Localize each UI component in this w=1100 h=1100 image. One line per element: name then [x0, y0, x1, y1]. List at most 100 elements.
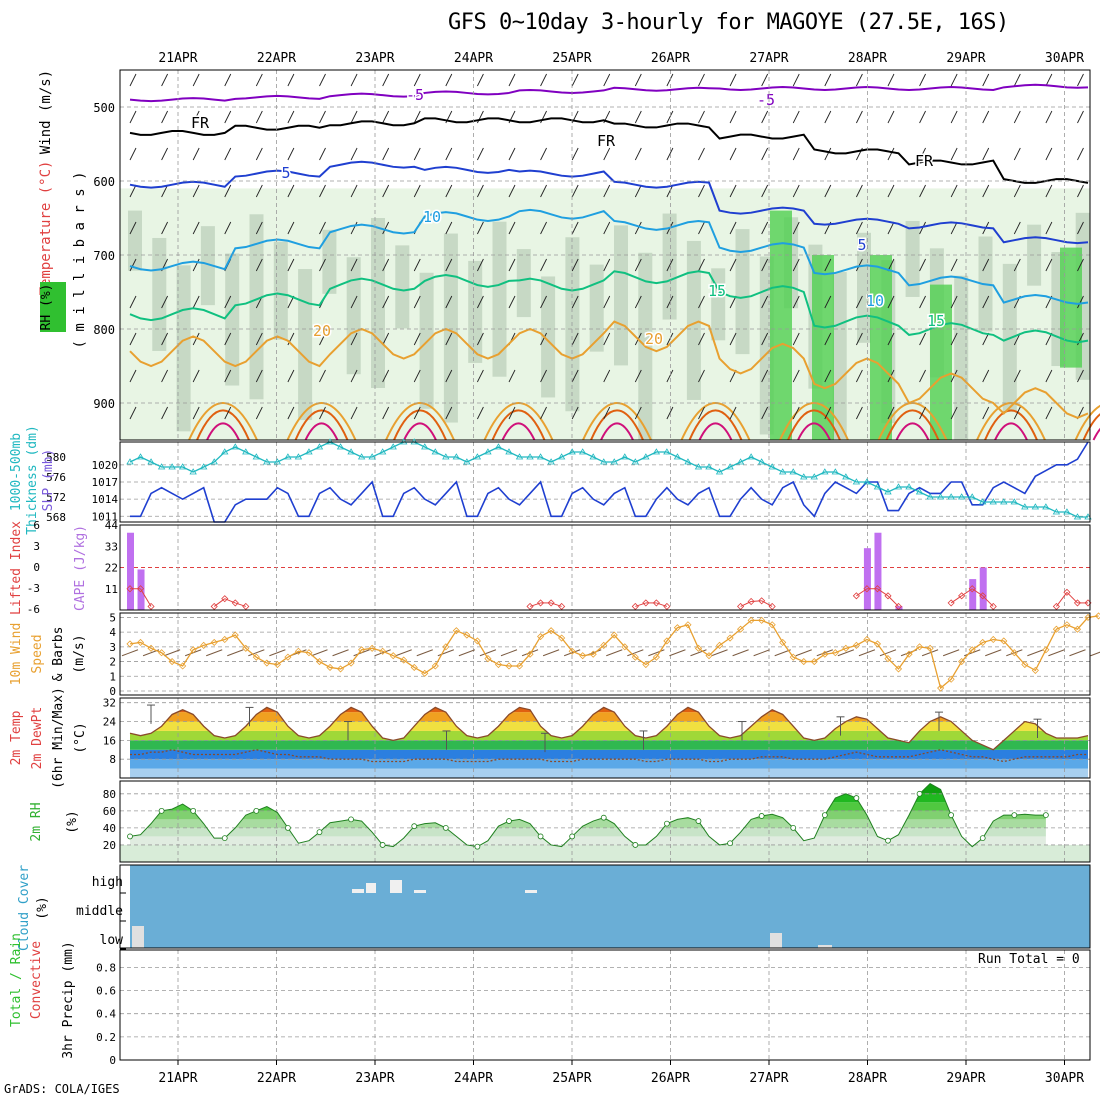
- rh-marker: [695, 818, 702, 824]
- rh-shade-medium: [686, 240, 701, 400]
- rh-shade-medium: [200, 226, 215, 306]
- wind-barb: [129, 110, 137, 124]
- rh-marker: [979, 835, 986, 842]
- wind-marker: [958, 658, 966, 666]
- thickness-marker: [810, 473, 818, 480]
- li-marker: [221, 595, 229, 603]
- li-marker: [210, 602, 218, 611]
- wind-barb: [224, 73, 232, 87]
- rh-line: [129, 782, 1046, 848]
- rh-shade-medium: [371, 218, 385, 388]
- diurnal-arc: [1074, 404, 1100, 441]
- rh-shade-medium: [516, 249, 531, 318]
- wind-barb: [192, 332, 200, 346]
- wind-barb: [445, 369, 453, 383]
- wind-barb: [950, 147, 958, 161]
- rh-marker: [442, 824, 449, 831]
- temp-label-line: 2m DewPt: [30, 707, 45, 770]
- wind-barb: [1077, 184, 1084, 198]
- wind-barb-small: [521, 649, 539, 657]
- thickness-marker: [357, 453, 366, 460]
- thickness-marker: [547, 458, 555, 465]
- wind-marker: [452, 627, 460, 635]
- wind-barb: [666, 258, 674, 272]
- wind-barb: [445, 332, 453, 346]
- wind-barb: [161, 332, 168, 346]
- thickness-marker: [494, 443, 503, 450]
- wind-marker: [294, 647, 303, 655]
- li-marker: [631, 602, 639, 611]
- diurnal-arc: [895, 422, 930, 441]
- wind-barb: [1045, 221, 1053, 235]
- wind-barb: [319, 258, 326, 272]
- cape-tick-label: 44: [105, 519, 119, 532]
- wind-barb-small: [1090, 651, 1100, 657]
- thickness-marker: [505, 448, 513, 455]
- wind-label-line: & Barbs: [51, 627, 66, 682]
- wind-barb: [477, 73, 484, 87]
- wind-barb: [919, 221, 926, 235]
- wind-barb-small: [1069, 649, 1086, 657]
- diurnal-arc: [385, 402, 455, 441]
- wind-barb: [1013, 221, 1021, 235]
- wind-barb: [698, 221, 705, 235]
- run-total-label: Run Total = 0: [978, 952, 1080, 967]
- wind-barb: [950, 332, 958, 346]
- li-segment: [877, 588, 889, 597]
- wind-marker: [515, 662, 524, 670]
- wind-barb: [982, 110, 990, 124]
- wind-barb: [571, 258, 579, 272]
- wind-barb: [382, 110, 390, 124]
- li-marker: [947, 599, 955, 607]
- li-segment: [550, 602, 562, 607]
- thickness-marker: [305, 448, 313, 455]
- wind-barb-small: [332, 649, 349, 657]
- wind-barb: [192, 369, 200, 383]
- rh-marker: [253, 807, 260, 814]
- wind-barb: [192, 110, 200, 124]
- wind-marker: [1021, 660, 1029, 669]
- precip-tick-label: 0: [109, 1054, 116, 1067]
- thickness-marker: [463, 458, 471, 465]
- wind-marker: [126, 640, 134, 648]
- isotherm-15: [129, 270, 1089, 344]
- li-marker: [558, 602, 566, 611]
- wind-barb-small: [753, 649, 770, 657]
- wind-barb: [698, 258, 705, 272]
- diurnal-arc: [797, 422, 831, 441]
- rh-shade-moist: [770, 210, 792, 440]
- thickness-marker: [368, 453, 376, 460]
- wind-barb: [792, 406, 800, 420]
- wind-marker: [884, 655, 892, 663]
- high-cloud-bar: [525, 890, 537, 893]
- wind-barb: [571, 406, 579, 420]
- rh-shade-medium: [395, 245, 410, 329]
- wind-barb: [413, 73, 421, 87]
- wind-barb: [634, 406, 642, 420]
- wind-barb: [729, 406, 737, 420]
- wind-barb: [319, 406, 326, 420]
- li-axis-label: Lifted Index: [9, 521, 24, 615]
- slp-tick-label: 1020: [92, 459, 119, 472]
- thickness-marker: [989, 498, 997, 505]
- thickness-marker: [515, 453, 524, 460]
- wind-barb: [603, 406, 611, 420]
- upper-air-panel: [120, 73, 1100, 441]
- thickness-marker: [936, 493, 945, 500]
- li-marker: [968, 585, 976, 593]
- thickness-marker: [242, 448, 250, 455]
- wind-barb-small: [669, 649, 686, 657]
- rh-band: [130, 783, 1046, 794]
- wind-barb: [161, 110, 168, 124]
- wind-barb: [698, 295, 705, 309]
- wind-marker: [273, 660, 281, 669]
- wind-barb: [477, 332, 484, 346]
- thickness-marker: [600, 458, 608, 465]
- rh-marker: [316, 829, 323, 836]
- wind-barb: [477, 147, 484, 161]
- high-cloud-bar: [352, 889, 364, 893]
- wind-speed-line: [129, 615, 1099, 690]
- temp-band: [130, 740, 1088, 750]
- wind-barb: [192, 147, 200, 161]
- wind-barb: [192, 258, 200, 272]
